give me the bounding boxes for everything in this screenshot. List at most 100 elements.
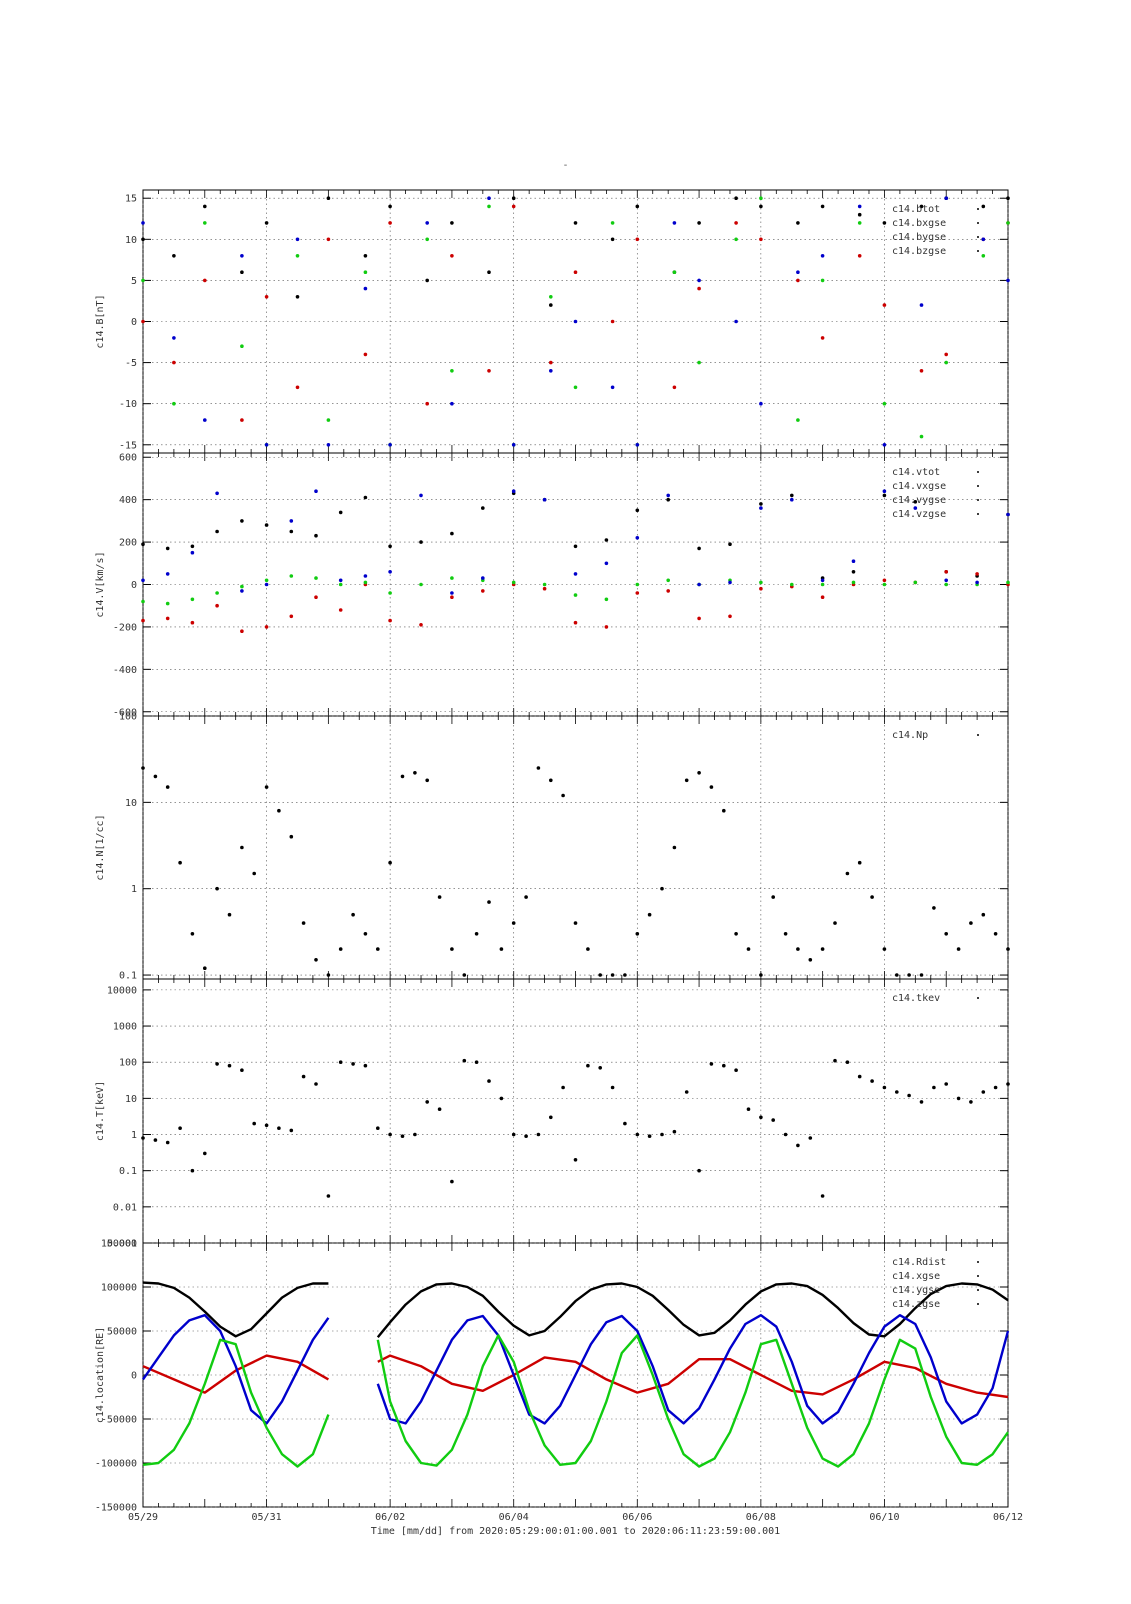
data-point	[425, 278, 430, 283]
data-point	[561, 1085, 565, 1090]
data-point	[400, 774, 405, 779]
data-point	[240, 254, 244, 258]
data-point	[536, 766, 541, 770]
data-point	[635, 1132, 640, 1137]
data-point	[573, 544, 578, 549]
data-point	[376, 947, 380, 951]
data-point	[425, 401, 430, 406]
data-point	[697, 278, 701, 283]
data-point	[388, 618, 392, 623]
data-point	[419, 493, 423, 498]
data-point	[419, 623, 423, 627]
data-point	[944, 196, 948, 200]
y-axis-label: c14.N[1/cc]	[95, 814, 106, 880]
legend-label: c14.Rdist	[892, 1257, 946, 1268]
data-point	[734, 1068, 738, 1072]
data-point	[981, 912, 986, 917]
data-point	[1006, 1082, 1010, 1086]
data-point	[481, 589, 485, 593]
data-point	[141, 542, 145, 546]
data-point	[511, 921, 516, 925]
y-tick-label: -5	[125, 358, 137, 369]
data-point	[728, 614, 732, 619]
x-tick-label: 06/10	[869, 1512, 899, 1523]
data-point	[413, 1132, 417, 1137]
legend-marker	[977, 222, 979, 224]
data-point	[338, 582, 343, 587]
data-point	[919, 204, 924, 209]
data-point	[215, 529, 219, 534]
y-tick-label: 0.1	[119, 1166, 137, 1177]
data-point	[734, 237, 738, 242]
data-point	[376, 1126, 380, 1130]
series-c14-vtot	[141, 491, 1010, 580]
legend-marker	[977, 1303, 979, 1305]
data-point	[882, 443, 887, 447]
data-point	[604, 538, 609, 542]
legend-label: c14.tkev	[892, 993, 940, 1004]
data-point	[672, 385, 677, 390]
data-point	[165, 785, 170, 789]
data-point	[264, 523, 269, 527]
data-point	[172, 336, 176, 340]
legend-marker	[977, 997, 979, 999]
data-point	[425, 1100, 430, 1104]
data-point	[697, 771, 701, 775]
y-tick-label: 600	[119, 453, 137, 464]
y-tick-label: 50000	[107, 1327, 137, 1338]
data-point	[759, 204, 763, 209]
data-point	[165, 616, 170, 621]
data-point	[215, 886, 219, 891]
data-point	[301, 921, 306, 925]
data-point	[240, 589, 244, 593]
data-point	[993, 932, 998, 936]
data-point	[796, 278, 800, 283]
data-point	[388, 544, 392, 549]
data-point	[141, 237, 145, 242]
data-point	[549, 360, 553, 365]
data-point	[845, 1060, 850, 1064]
data-point	[635, 508, 640, 513]
data-point	[215, 603, 219, 608]
data-point	[635, 536, 640, 540]
data-point	[722, 1063, 726, 1068]
data-point	[450, 401, 454, 406]
data-point	[511, 580, 516, 585]
data-point	[450, 531, 454, 536]
data-point	[969, 921, 973, 925]
data-point	[660, 1132, 664, 1137]
legend-marker	[977, 1289, 979, 1291]
data-point	[289, 614, 294, 619]
data-point	[388, 443, 392, 447]
y-axis-label: c14.B[nT]	[95, 294, 106, 348]
data-point	[845, 871, 850, 876]
series-c14-Np	[141, 766, 1010, 977]
data-point	[796, 1143, 800, 1148]
data-point	[857, 204, 862, 209]
data-point	[450, 369, 454, 373]
data-point	[314, 576, 318, 580]
data-point	[172, 401, 176, 406]
data-point	[561, 793, 565, 798]
series-line	[142, 1354, 329, 1394]
data-point	[975, 572, 979, 576]
data-point	[363, 254, 368, 258]
data-point	[746, 1107, 751, 1111]
y-tick-label: 400	[119, 495, 137, 506]
legend-label: c14.btot	[892, 204, 940, 215]
data-point	[289, 574, 294, 578]
data-point	[790, 582, 794, 587]
data-point	[759, 580, 763, 585]
data-point	[141, 1136, 145, 1140]
data-point	[944, 352, 948, 357]
data-point	[1006, 221, 1010, 225]
data-point	[437, 1107, 442, 1111]
data-point	[314, 595, 318, 599]
data-point	[511, 196, 516, 200]
data-point	[450, 591, 454, 595]
data-point	[697, 546, 701, 551]
data-point	[759, 196, 763, 200]
data-point	[672, 221, 677, 225]
data-point	[944, 932, 948, 936]
legend-label: c14.vygse	[892, 495, 946, 506]
